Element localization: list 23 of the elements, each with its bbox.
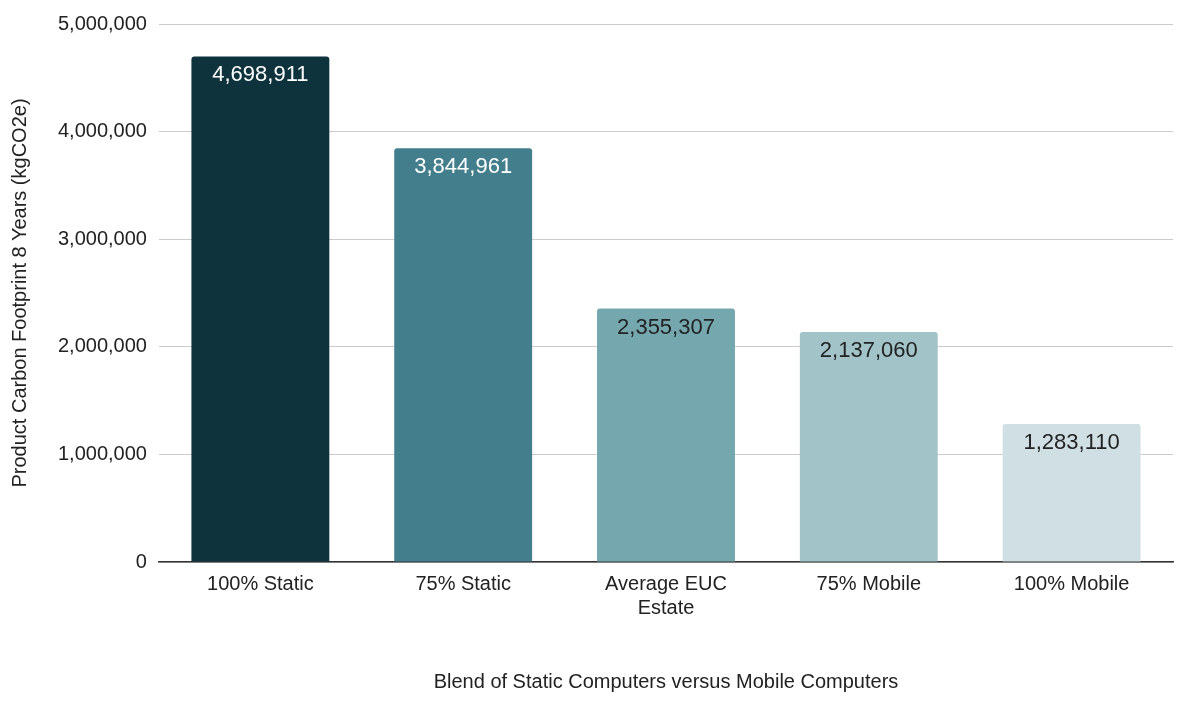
- y-tick-label: 4,000,000: [57, 119, 147, 142]
- x-tick-label: 75% Mobile: [816, 571, 922, 594]
- bar: [1002, 423, 1141, 562]
- x-tick-label: 75% Static: [415, 571, 511, 594]
- data-label: 4,698,911: [212, 61, 309, 87]
- data-label: 3,844,961: [414, 153, 513, 179]
- bar: [191, 56, 330, 562]
- y-tick-label: 1,000,000: [57, 441, 147, 464]
- y-tick-label: 2,000,000: [57, 334, 147, 357]
- x-axis-title: Blend of Static Computers versus Mobile Computers: [433, 669, 899, 692]
- x-tick-label: 100% Static: [207, 571, 314, 594]
- data-label: 1,283,110: [1023, 429, 1120, 454]
- data-label: 2,137,060: [819, 337, 918, 363]
- y-tick-label: 3,000,000: [57, 226, 147, 249]
- x-tick-label: 100% Mobile: [1013, 571, 1130, 594]
- x-tick-label: Average EUC Estate: [605, 571, 727, 618]
- y-tick-label: 0: [135, 549, 147, 572]
- bar: [597, 308, 735, 562]
- bar: [394, 148, 533, 562]
- y-axis-title: Product Carbon Footprint 8 Years (kgCO2e): [7, 98, 30, 488]
- bar: [799, 332, 938, 562]
- y-tick-label: 5,000,000: [57, 11, 147, 34]
- data-label: 2,355,307: [617, 313, 715, 339]
